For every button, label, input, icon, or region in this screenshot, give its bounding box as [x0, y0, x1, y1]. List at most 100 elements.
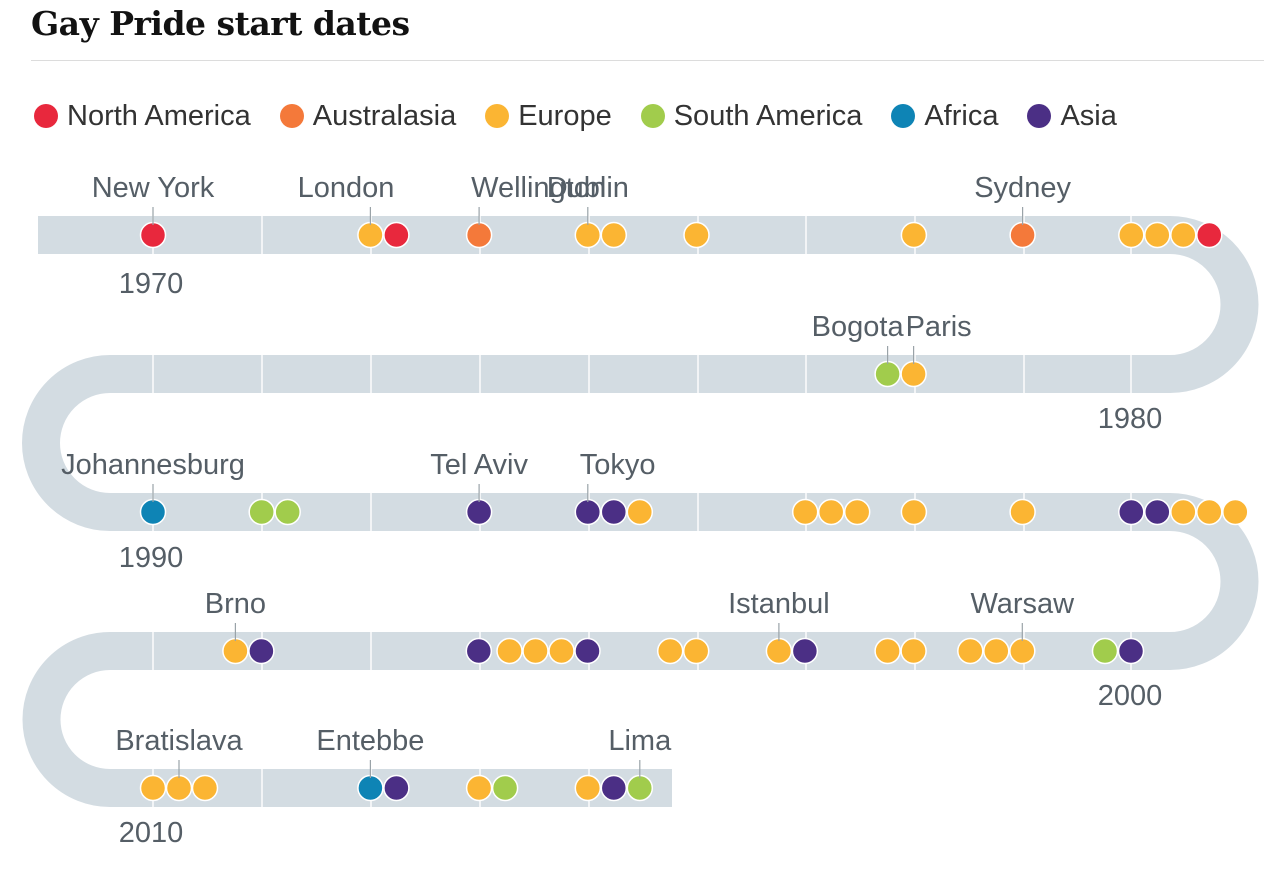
event-dot	[383, 774, 410, 802]
event-dot	[1196, 498, 1223, 526]
event-dot	[1170, 221, 1197, 249]
city-label: Istanbul	[728, 588, 830, 620]
event-dot	[465, 498, 493, 526]
event-dot	[165, 774, 193, 802]
event-dot	[600, 221, 628, 249]
event-dot	[1196, 221, 1223, 249]
event-dot	[496, 637, 523, 665]
event-dot	[626, 498, 654, 526]
event-dot	[139, 498, 167, 526]
legend-label-europe: Europe	[518, 99, 612, 132]
legend-item-south-america: South America	[640, 99, 863, 133]
event-dot	[765, 637, 793, 665]
event-dot	[656, 637, 684, 665]
event-dot	[222, 637, 249, 665]
decade-label: 1990	[119, 542, 184, 574]
city-label: Brno	[205, 588, 266, 620]
event-dot	[817, 498, 845, 526]
city-label: Lima	[608, 725, 672, 757]
city-label: Sydney	[974, 172, 1071, 204]
city-label: Dublin	[547, 172, 629, 204]
event-dot	[548, 637, 575, 665]
legend-swatch-south-america	[640, 104, 665, 128]
event-dot	[983, 637, 1010, 665]
legend-item-asia: Asia	[1027, 99, 1117, 133]
legend-swatch-europe	[485, 104, 510, 128]
legend-item-africa: Africa	[891, 100, 998, 133]
event-dot	[1009, 221, 1036, 249]
decade-label: 2010	[119, 817, 184, 849]
legend-label-africa: Africa	[924, 99, 999, 132]
legend-item-north-america: North America	[34, 100, 251, 133]
event-dot	[248, 498, 275, 526]
event-dot	[1009, 498, 1036, 526]
event-dot	[1009, 637, 1036, 665]
legend-item-australasia: Australasia	[279, 99, 457, 133]
event-dot	[791, 637, 819, 665]
event-dot	[874, 360, 901, 388]
event-dot	[383, 221, 410, 249]
event-dot	[574, 774, 602, 802]
legend-label-asia: Asia	[1060, 99, 1117, 132]
legend-swatch-north-america	[34, 104, 58, 128]
legend-swatch-africa	[891, 104, 916, 128]
city-label: London	[298, 172, 395, 204]
event-dot	[957, 637, 984, 665]
event-dot	[1117, 637, 1145, 665]
city-label: Paris	[906, 311, 972, 343]
legend-label-australasia: Australasia	[312, 99, 457, 132]
event-dot	[574, 498, 602, 526]
city-label: New York	[92, 172, 215, 204]
event-dot	[843, 498, 871, 526]
event-dot	[522, 637, 549, 665]
event-dot	[139, 221, 167, 249]
city-label: Bogota	[812, 311, 905, 343]
event-dot	[248, 637, 275, 665]
city-label: Entebbe	[316, 725, 424, 757]
event-dot	[491, 774, 519, 802]
city-label: Johannesburg	[61, 449, 245, 481]
city-label: Bratislava	[115, 725, 243, 757]
legend-label-north-america: North America	[67, 99, 251, 132]
event-dot	[139, 774, 167, 802]
event-dot	[465, 774, 493, 802]
event-dot	[574, 221, 602, 249]
event-dot	[357, 774, 384, 802]
decade-label: 1980	[1098, 403, 1163, 435]
city-label: Warsaw	[970, 588, 1075, 620]
event-dot	[874, 637, 901, 665]
event-dot	[1222, 498, 1249, 526]
event-dot	[274, 498, 301, 526]
event-dot	[357, 221, 384, 249]
event-dot	[600, 498, 628, 526]
event-dot	[600, 774, 628, 802]
legend-swatch-asia	[1027, 104, 1052, 128]
legend-label-south-america: South America	[673, 99, 863, 132]
event-dot	[1144, 498, 1171, 526]
event-dot	[900, 498, 928, 526]
event-dot	[191, 774, 219, 802]
event-dot	[682, 637, 710, 665]
legend-item-europe: Europe	[485, 100, 612, 133]
event-dot	[1118, 221, 1145, 249]
city-label: Tokyo	[580, 449, 656, 481]
event-dot	[1170, 498, 1197, 526]
city-label: Tel Aviv	[430, 449, 528, 481]
event-dot	[791, 498, 819, 526]
title-divider	[31, 60, 1264, 61]
event-dot	[1144, 221, 1171, 249]
event-dot	[465, 221, 493, 249]
chart-title: Gay Pride start dates	[31, 4, 410, 43]
event-dot	[1091, 637, 1119, 665]
event-dot	[900, 221, 928, 249]
decade-label: 2000	[1098, 680, 1163, 712]
event-dot	[900, 360, 927, 388]
city-label: Wellington	[471, 172, 606, 204]
event-dot	[574, 637, 601, 665]
event-dot	[465, 637, 493, 665]
legend: North America Australasia Europe South A…	[34, 96, 1146, 136]
event-dot	[900, 637, 927, 665]
decade-label: 1970	[119, 268, 184, 300]
event-dot	[626, 774, 654, 802]
